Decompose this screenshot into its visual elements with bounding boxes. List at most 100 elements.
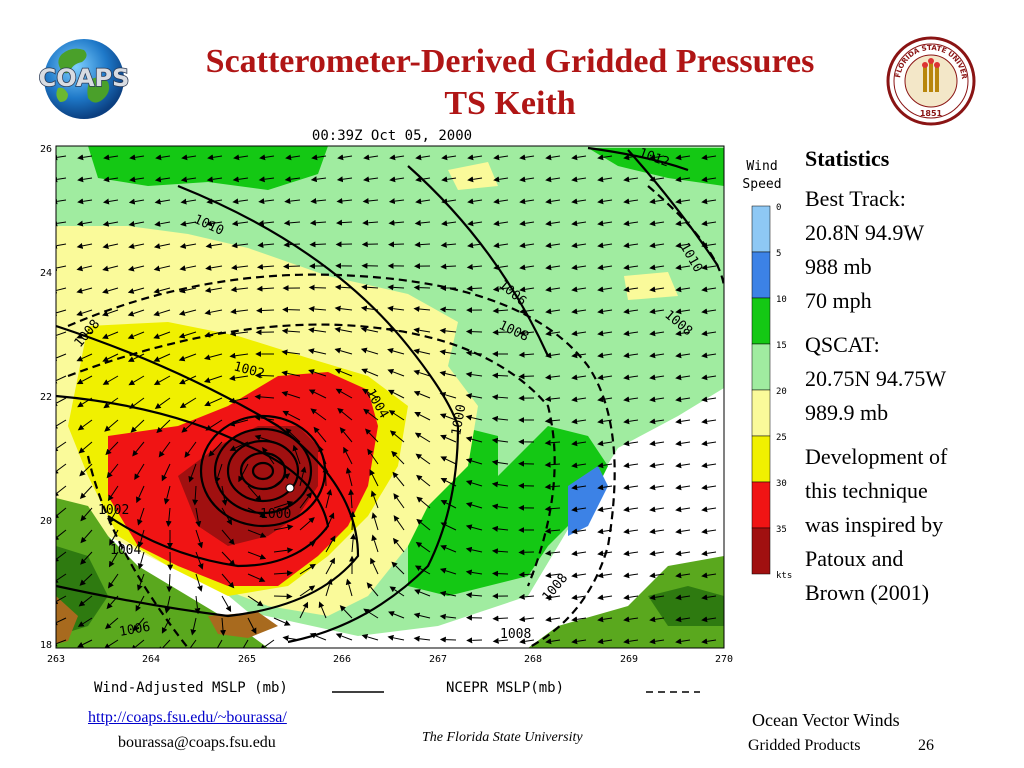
lat-tick-label: 18 [40, 640, 52, 651]
wind-arrow [360, 326, 379, 333]
wind-arrow [597, 440, 613, 447]
wind-arrow [56, 242, 67, 249]
wind-arrow [221, 551, 236, 566]
wind-arrow [205, 264, 223, 271]
wind-arrow [491, 415, 509, 422]
wind-arrow [364, 428, 379, 443]
wind-arrow [229, 375, 249, 381]
wind-arrow [179, 242, 197, 249]
colorbar-title: Wind [746, 159, 777, 174]
wind-arrow [701, 396, 717, 403]
wind-arrow [701, 616, 717, 623]
wind-arrow [370, 557, 379, 575]
wind-arrow [649, 242, 665, 249]
wind-arrow [701, 462, 717, 469]
ncep-contour-4 [647, 185, 724, 287]
wind-arrow [308, 305, 327, 312]
wind-arrow [363, 408, 379, 421]
wind-arrow [416, 518, 431, 531]
lon-tick-label: 263 [47, 654, 65, 665]
wind-arrow [318, 601, 327, 619]
wind-arrow [254, 393, 275, 400]
wind-arrow [285, 154, 301, 161]
wind-arrow [188, 463, 197, 483]
wind-arrow [153, 243, 171, 250]
wind-arrow [221, 573, 235, 589]
wind-arrow [649, 154, 665, 161]
wind-arrow [343, 446, 353, 465]
wind-arrow [701, 286, 717, 293]
wind-arrow [335, 388, 353, 399]
wind-arrow [79, 463, 93, 477]
wind-arrow [439, 590, 457, 597]
wind-arrow [247, 617, 257, 635]
wind-5-10-region [568, 466, 608, 536]
fsu-seal-logo: FLORIDA STATE UNIVERSITY 1851 [886, 36, 976, 126]
wind-arrow [597, 594, 613, 601]
wind-arrow [439, 349, 457, 356]
wind-arrow [228, 397, 249, 404]
wind-arrow [465, 393, 483, 399]
storm-center-marker [285, 483, 295, 493]
wind-arrow [388, 611, 405, 619]
qscat-label: QSCAT: [805, 332, 880, 357]
wind-arrow [571, 286, 587, 293]
wind-arrow [77, 419, 93, 431]
wind-arrow [76, 242, 93, 249]
colorbar-tick-label: 15 [776, 341, 787, 351]
wind-arrow [337, 407, 353, 421]
wind-arrow [363, 154, 379, 161]
colorbar-tick-label: 25 [776, 433, 787, 443]
wind-arrow [363, 176, 379, 183]
wind-arrow [701, 176, 717, 183]
wind-arrow [310, 198, 327, 204]
contour-1010 [627, 149, 719, 267]
wind-arrow [416, 496, 431, 509]
wind-arrow [56, 485, 67, 497]
wind-arrow [153, 309, 171, 317]
wind-arrow [184, 441, 197, 458]
wind-arrow [339, 427, 353, 443]
wind-arrow [247, 529, 267, 538]
wind-arrow [161, 463, 171, 482]
wind-arrow [388, 410, 405, 421]
wind-arrow [335, 633, 353, 641]
wind-arrow [204, 309, 223, 316]
wind-arrow [203, 375, 223, 383]
wind-arrow [387, 389, 405, 399]
wind-arrow [284, 176, 301, 183]
lat-tick-label: 22 [40, 392, 52, 403]
wind-arrow [413, 635, 431, 642]
wind-arrow [597, 374, 613, 381]
wind-arrow [391, 561, 405, 575]
wind-arrow [393, 493, 405, 509]
wind-arrow [467, 220, 483, 227]
wind-arrow [623, 374, 639, 381]
wind-arrow [242, 639, 249, 648]
wind-arrow [675, 528, 691, 535]
wind-arrow [153, 265, 171, 272]
wind-arrow [180, 176, 197, 183]
wind-arrow [675, 440, 691, 447]
wind-arrow [80, 507, 93, 522]
wind-arrow [492, 637, 509, 644]
colorbar-swatch [751, 481, 771, 529]
wind-arrow [649, 374, 665, 381]
wind-arrow [128, 243, 145, 250]
wind-arrow [465, 458, 483, 465]
wind-arrow [571, 330, 587, 337]
wind-arrow [623, 264, 639, 271]
wind-arrow [259, 639, 275, 648]
wind-arrow [675, 572, 691, 579]
author-url-link[interactable]: http://coaps.fsu.edu/~bourassa/ [88, 709, 287, 726]
wind-arrow [545, 352, 561, 359]
wind-arrow [675, 616, 691, 623]
note-line: was inspired by [805, 512, 944, 537]
wind-arrow [80, 529, 93, 544]
contour-label: 1006 [118, 620, 151, 640]
wind-arrow [128, 375, 145, 386]
wind-arrow [361, 388, 379, 399]
wind-arrow [299, 517, 315, 531]
wind-arrow [623, 528, 639, 535]
wind-arrow [571, 220, 587, 227]
